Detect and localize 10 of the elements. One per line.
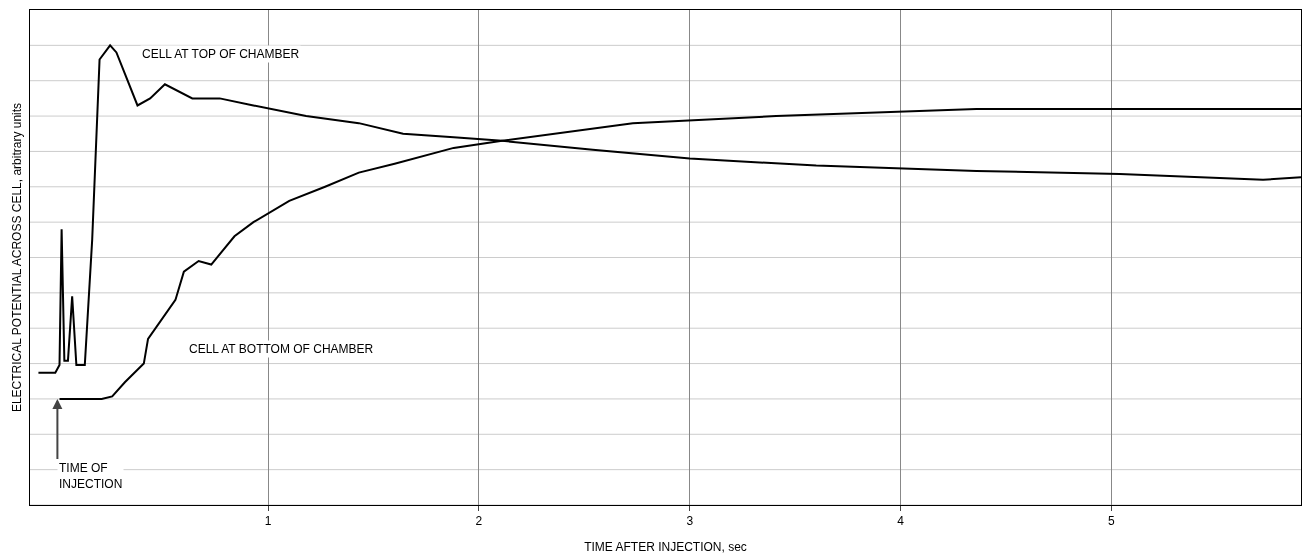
series-label: CELL AT TOP OF CHAMBER [142, 47, 300, 61]
x-tick-label: 5 [1107, 514, 1115, 529]
y-axis-title: ELECTRICAL POTENTIAL ACROSS CELL, arbitrary units [10, 102, 25, 413]
x-tick-label: 4 [897, 514, 905, 529]
x-axis-title: TIME AFTER INJECTION, sec [584, 540, 747, 554]
text: CELL AT BOTTOM OF CHAMBER [189, 342, 374, 356]
x-tick-label: 1 [264, 514, 272, 529]
x-tick-label: 3 [686, 514, 694, 529]
x-tick-label: 2 [475, 514, 483, 529]
annotation: TIME OF INJECTION [59, 461, 123, 491]
